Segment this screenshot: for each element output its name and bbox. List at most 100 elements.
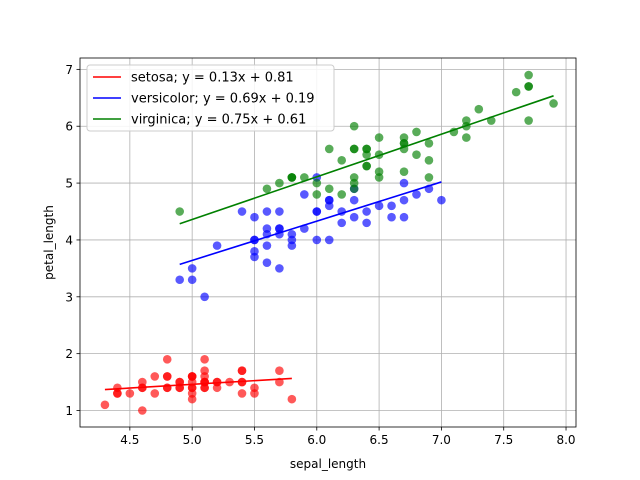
data-point-series-1 (150, 372, 160, 381)
data-point-series-2 (324, 201, 334, 211)
data-point-series-3 (337, 190, 347, 199)
data-point-series-1 (150, 389, 160, 398)
y-tick-label: 5 (65, 177, 73, 191)
legend-label: setosa; y = 0.13x + 0.81 (131, 71, 294, 86)
data-point-series-2 (399, 195, 409, 205)
data-point-series-2 (437, 195, 446, 205)
data-point-series-2 (175, 275, 184, 285)
data-point-series-3 (362, 161, 371, 171)
data-point-series-1 (237, 389, 247, 398)
y-tick-label: 7 (65, 63, 73, 77)
plot-area-frame (79, 57, 577, 428)
data-point-series-2 (399, 178, 409, 188)
data-point-series-3 (524, 82, 533, 91)
data-point-series-2 (250, 212, 259, 222)
data-point-series-3 (312, 178, 322, 188)
data-point-series-3 (374, 167, 384, 177)
x-tick-label: 6.5 (370, 433, 389, 447)
y-tick-label: 1 (65, 404, 73, 418)
data-point-series-1 (250, 389, 259, 398)
data-point-series-3 (349, 121, 359, 131)
legend-label: versicolor; y = 0.69x + 0.19 (131, 92, 315, 107)
legend-label: virginica; y = 0.75x + 0.61 (131, 113, 306, 128)
data-point-series-3 (362, 150, 371, 159)
data-point-series-3 (312, 190, 322, 199)
data-point-series-2 (262, 241, 272, 250)
data-point-series-2 (275, 264, 284, 273)
data-point-series-3 (324, 184, 334, 194)
data-point-series-3 (262, 184, 272, 194)
y-axis-label: petal_length (42, 205, 56, 280)
data-point-series-3 (424, 138, 434, 148)
data-point-series-3 (349, 178, 359, 188)
data-point-series-2 (387, 212, 396, 222)
y-tick-label: 3 (65, 290, 73, 304)
data-point-series-3 (511, 87, 521, 97)
data-point-series-3 (399, 167, 409, 177)
data-point-series-1 (138, 406, 147, 415)
data-point-series-3 (462, 133, 471, 142)
data-point-series-2 (337, 218, 347, 228)
y-tick-label: 2 (65, 347, 73, 361)
data-point-series-3 (287, 173, 297, 182)
data-point-series-2 (262, 224, 272, 233)
data-point-series-1 (125, 389, 135, 398)
x-tick-label: 5.0 (183, 433, 202, 447)
data-point-series-2 (349, 195, 359, 205)
x-tick-label: 5.5 (245, 433, 264, 447)
data-point-series-3 (412, 127, 421, 137)
data-point-series-2 (250, 252, 259, 262)
data-point-series-2 (412, 190, 421, 199)
data-point-series-2 (187, 275, 197, 285)
data-point-series-3 (374, 133, 384, 142)
data-point-series-3 (524, 116, 533, 125)
data-point-series-2 (262, 207, 272, 216)
x-tick-label: 7.5 (494, 433, 513, 447)
fit-line-series-1 (104, 377, 292, 391)
data-point-series-3 (412, 150, 421, 159)
data-point-series-2 (362, 218, 371, 228)
data-point-series-3 (549, 99, 558, 108)
data-point-series-1 (162, 355, 172, 364)
data-points (100, 70, 558, 415)
data-point-series-3 (349, 144, 359, 154)
data-point-series-1 (187, 383, 197, 393)
legend-box (86, 64, 335, 132)
data-point-series-3 (424, 173, 434, 182)
data-point-series-1 (275, 366, 284, 376)
data-point-series-2 (399, 212, 409, 222)
fit-line-series-2 (179, 181, 442, 266)
data-point-series-2 (387, 201, 396, 211)
y-tick-label: 6 (65, 120, 73, 134)
data-point-series-3 (474, 104, 484, 114)
data-point-series-1 (287, 394, 297, 404)
data-point-series-2 (237, 207, 247, 216)
y-tick-label: 4 (65, 233, 73, 247)
data-point-series-1 (162, 372, 172, 381)
data-point-series-2 (312, 235, 322, 245)
data-point-series-1 (162, 383, 172, 393)
data-point-series-2 (187, 264, 197, 273)
data-point-series-1 (187, 372, 197, 381)
data-point-series-2 (287, 235, 297, 245)
data-point-series-3 (324, 144, 334, 154)
data-point-series-2 (300, 190, 309, 199)
data-point-series-1 (200, 355, 209, 364)
data-point-series-2 (324, 235, 334, 245)
data-point-series-2 (212, 241, 222, 250)
legend: setosa; y = 0.13x + 0.81 versicolor; y = … (86, 64, 335, 132)
fit-lines (104, 95, 554, 391)
fit-line-series-3 (179, 95, 554, 225)
data-point-series-2 (262, 258, 272, 267)
x-tick-label: 7.0 (432, 433, 451, 447)
data-point-series-1 (237, 366, 247, 376)
axis-ticks: 4.5 5.0 5.5 6.0 6.5 7.0 7.5 8.0 1 2 3 4 5 6 7 (65, 63, 575, 447)
x-tick-label: 6.0 (307, 433, 326, 447)
data-point-series-3 (175, 207, 184, 216)
data-point-series-1 (113, 389, 122, 398)
x-axis-label: sepal_length (290, 457, 366, 471)
data-point-series-2 (362, 207, 371, 216)
data-point-series-2 (275, 207, 284, 216)
data-point-series-3 (524, 70, 533, 80)
data-point-series-1 (200, 372, 209, 381)
